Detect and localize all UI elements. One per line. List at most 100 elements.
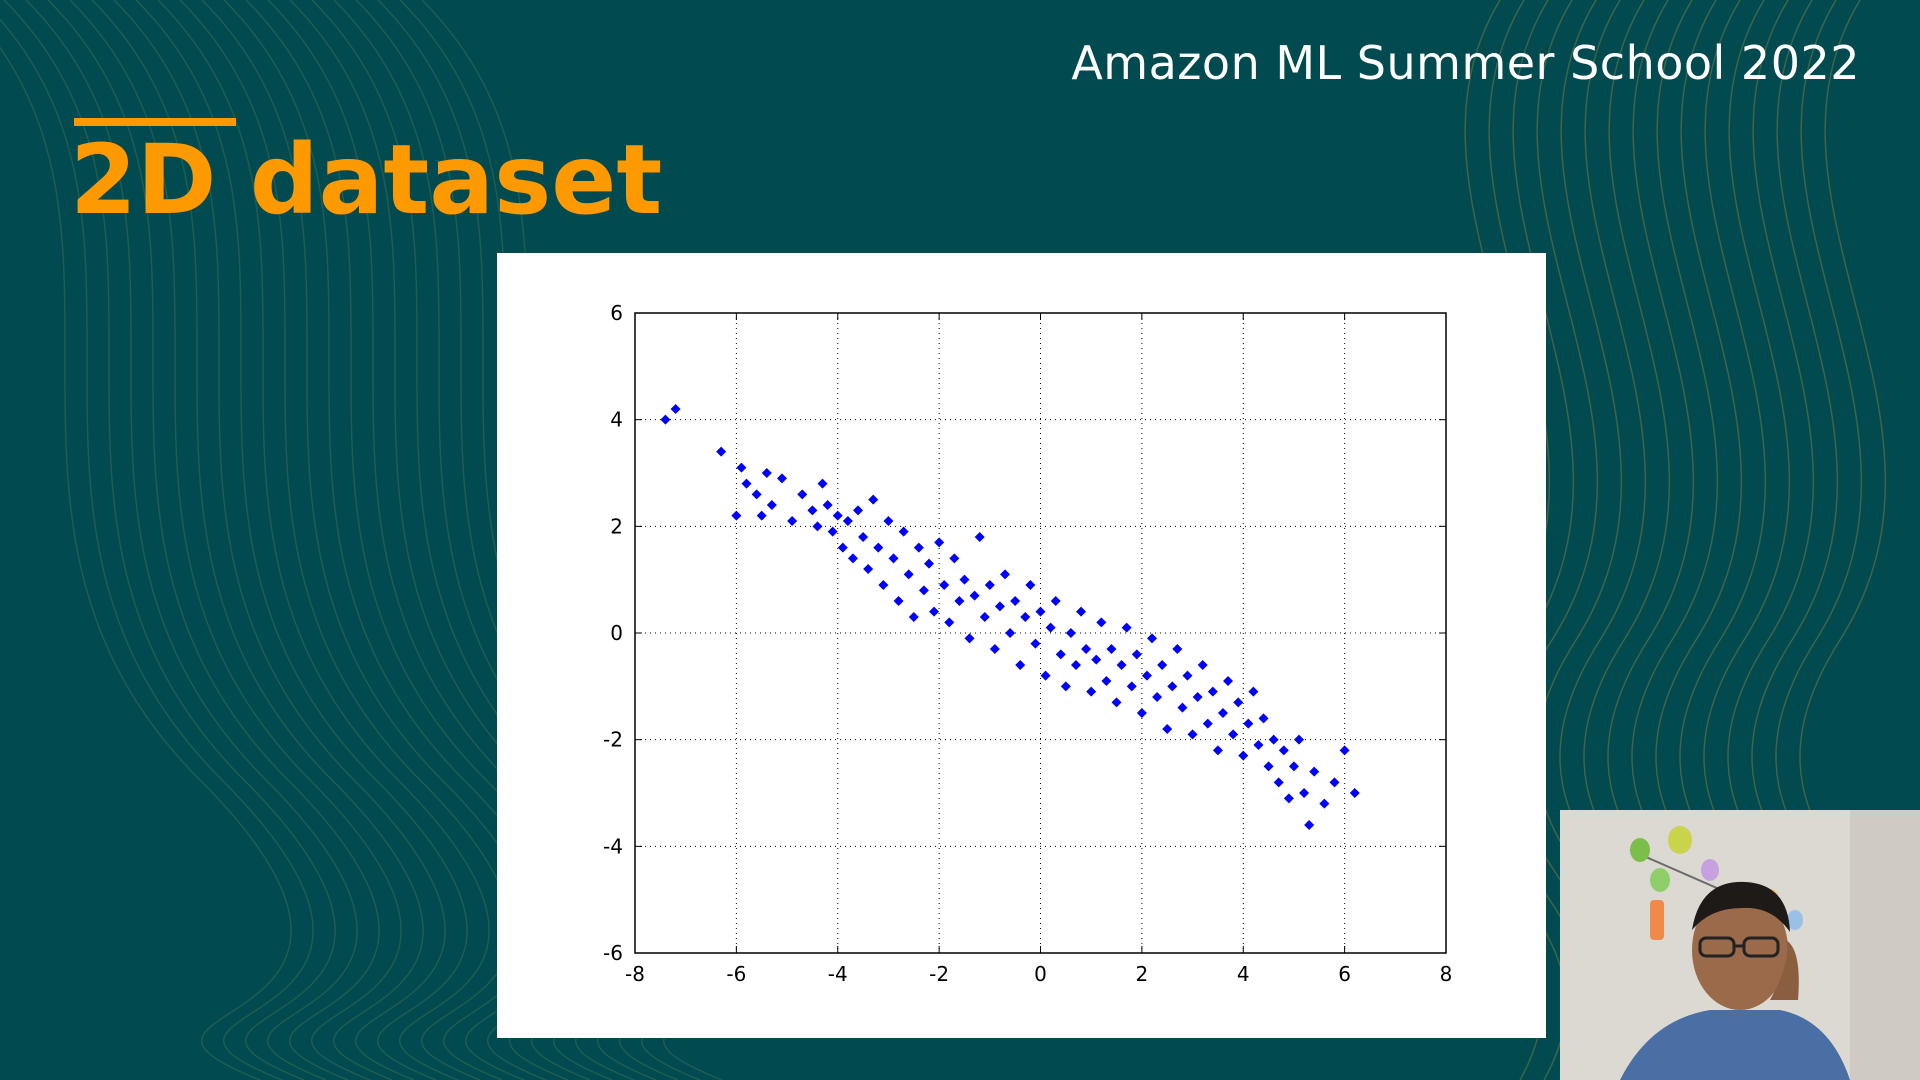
- presenter-webcam: [1560, 810, 1920, 1080]
- x-tick-label: 0: [1034, 962, 1047, 986]
- data-point: [1081, 644, 1092, 654]
- data-point: [1147, 633, 1158, 644]
- x-tick-label: 2: [1136, 962, 1149, 986]
- data-point: [979, 612, 990, 622]
- data-point: [1207, 686, 1218, 697]
- data-point: [1070, 660, 1081, 670]
- data-point: [1202, 718, 1213, 729]
- data-point: [863, 564, 874, 574]
- data-point: [1025, 580, 1036, 590]
- event-title: Amazon ML Summer School 2022: [1071, 36, 1860, 90]
- data-point: [959, 574, 970, 585]
- data-point: [837, 542, 848, 553]
- data-point: [954, 596, 965, 606]
- data-point: [1040, 670, 1051, 681]
- data-point: [1076, 606, 1087, 617]
- data-point: [873, 542, 884, 553]
- data-point: [1172, 644, 1183, 654]
- data-point: [766, 500, 777, 510]
- data-point: [812, 521, 823, 532]
- data-point: [847, 553, 858, 564]
- data-point: [842, 516, 853, 526]
- data-point: [1055, 649, 1066, 660]
- data-point: [1283, 793, 1294, 804]
- data-point: [1111, 697, 1122, 708]
- data-point: [1268, 734, 1279, 745]
- data-point: [1294, 734, 1305, 745]
- data-point: [1319, 798, 1330, 809]
- data-point: [1167, 681, 1178, 692]
- data-point: [1197, 660, 1208, 670]
- data-point: [1339, 745, 1350, 756]
- data-point: [1141, 670, 1152, 681]
- y-tick-label: -4: [603, 834, 623, 858]
- data-point: [1243, 718, 1254, 729]
- data-point: [1000, 569, 1011, 580]
- data-point: [858, 532, 869, 542]
- data-point: [817, 478, 828, 489]
- data-point: [1288, 761, 1299, 772]
- data-point: [1253, 740, 1264, 750]
- data-point: [878, 580, 889, 590]
- data-point: [1060, 681, 1071, 692]
- data-point: [923, 558, 934, 569]
- data-point: [822, 500, 833, 510]
- data-point: [827, 526, 838, 537]
- data-point: [903, 569, 914, 580]
- data-point: [716, 446, 727, 457]
- data-point: [1182, 670, 1193, 681]
- data-point: [1223, 676, 1234, 686]
- data-point: [807, 505, 818, 516]
- y-tick-label: -6: [603, 941, 623, 965]
- data-point: [964, 633, 975, 644]
- data-point: [898, 526, 909, 537]
- data-point: [1045, 622, 1056, 633]
- data-point: [832, 510, 843, 521]
- x-tick-label: -4: [828, 962, 848, 986]
- data-point: [1238, 750, 1249, 761]
- data-point: [1212, 745, 1223, 756]
- x-tick-label: 6: [1338, 962, 1351, 986]
- y-tick-label: 2: [610, 514, 623, 538]
- data-point: [1329, 777, 1340, 788]
- data-point: [1010, 596, 1021, 606]
- data-point: [756, 510, 767, 521]
- data-point: [1258, 713, 1269, 724]
- data-point: [868, 494, 879, 505]
- data-point: [949, 553, 960, 564]
- data-point: [731, 510, 742, 521]
- data-point: [776, 473, 787, 484]
- data-point: [1065, 628, 1076, 638]
- data-point: [974, 532, 985, 542]
- data-point: [751, 489, 762, 500]
- data-point: [1101, 676, 1112, 686]
- data-point: [1349, 788, 1360, 798]
- y-tick-label: 6: [610, 301, 623, 325]
- x-tick-label: -8: [625, 962, 645, 986]
- data-point: [1096, 617, 1107, 628]
- data-point: [660, 414, 671, 425]
- data-point: [1228, 729, 1239, 740]
- data-point: [787, 516, 798, 526]
- presenter-video: [1560, 810, 1920, 1080]
- data-point: [1126, 681, 1137, 692]
- data-point: [1187, 729, 1198, 740]
- x-tick-label: -6: [726, 962, 746, 986]
- data-point: [913, 542, 924, 553]
- data-point: [741, 478, 752, 489]
- data-point: [1030, 638, 1041, 649]
- data-point: [908, 612, 919, 622]
- data-point: [1086, 686, 1097, 697]
- data-point: [944, 617, 955, 628]
- data-point: [984, 580, 995, 590]
- data-point: [883, 516, 894, 526]
- data-point: [1192, 692, 1203, 702]
- title-accent-bar: [74, 118, 236, 126]
- data-point: [1248, 686, 1259, 697]
- data-point: [1304, 820, 1315, 830]
- data-point: [1015, 660, 1026, 670]
- data-point: [929, 606, 940, 617]
- data-point: [1233, 697, 1244, 708]
- y-tick-label: -2: [603, 728, 623, 752]
